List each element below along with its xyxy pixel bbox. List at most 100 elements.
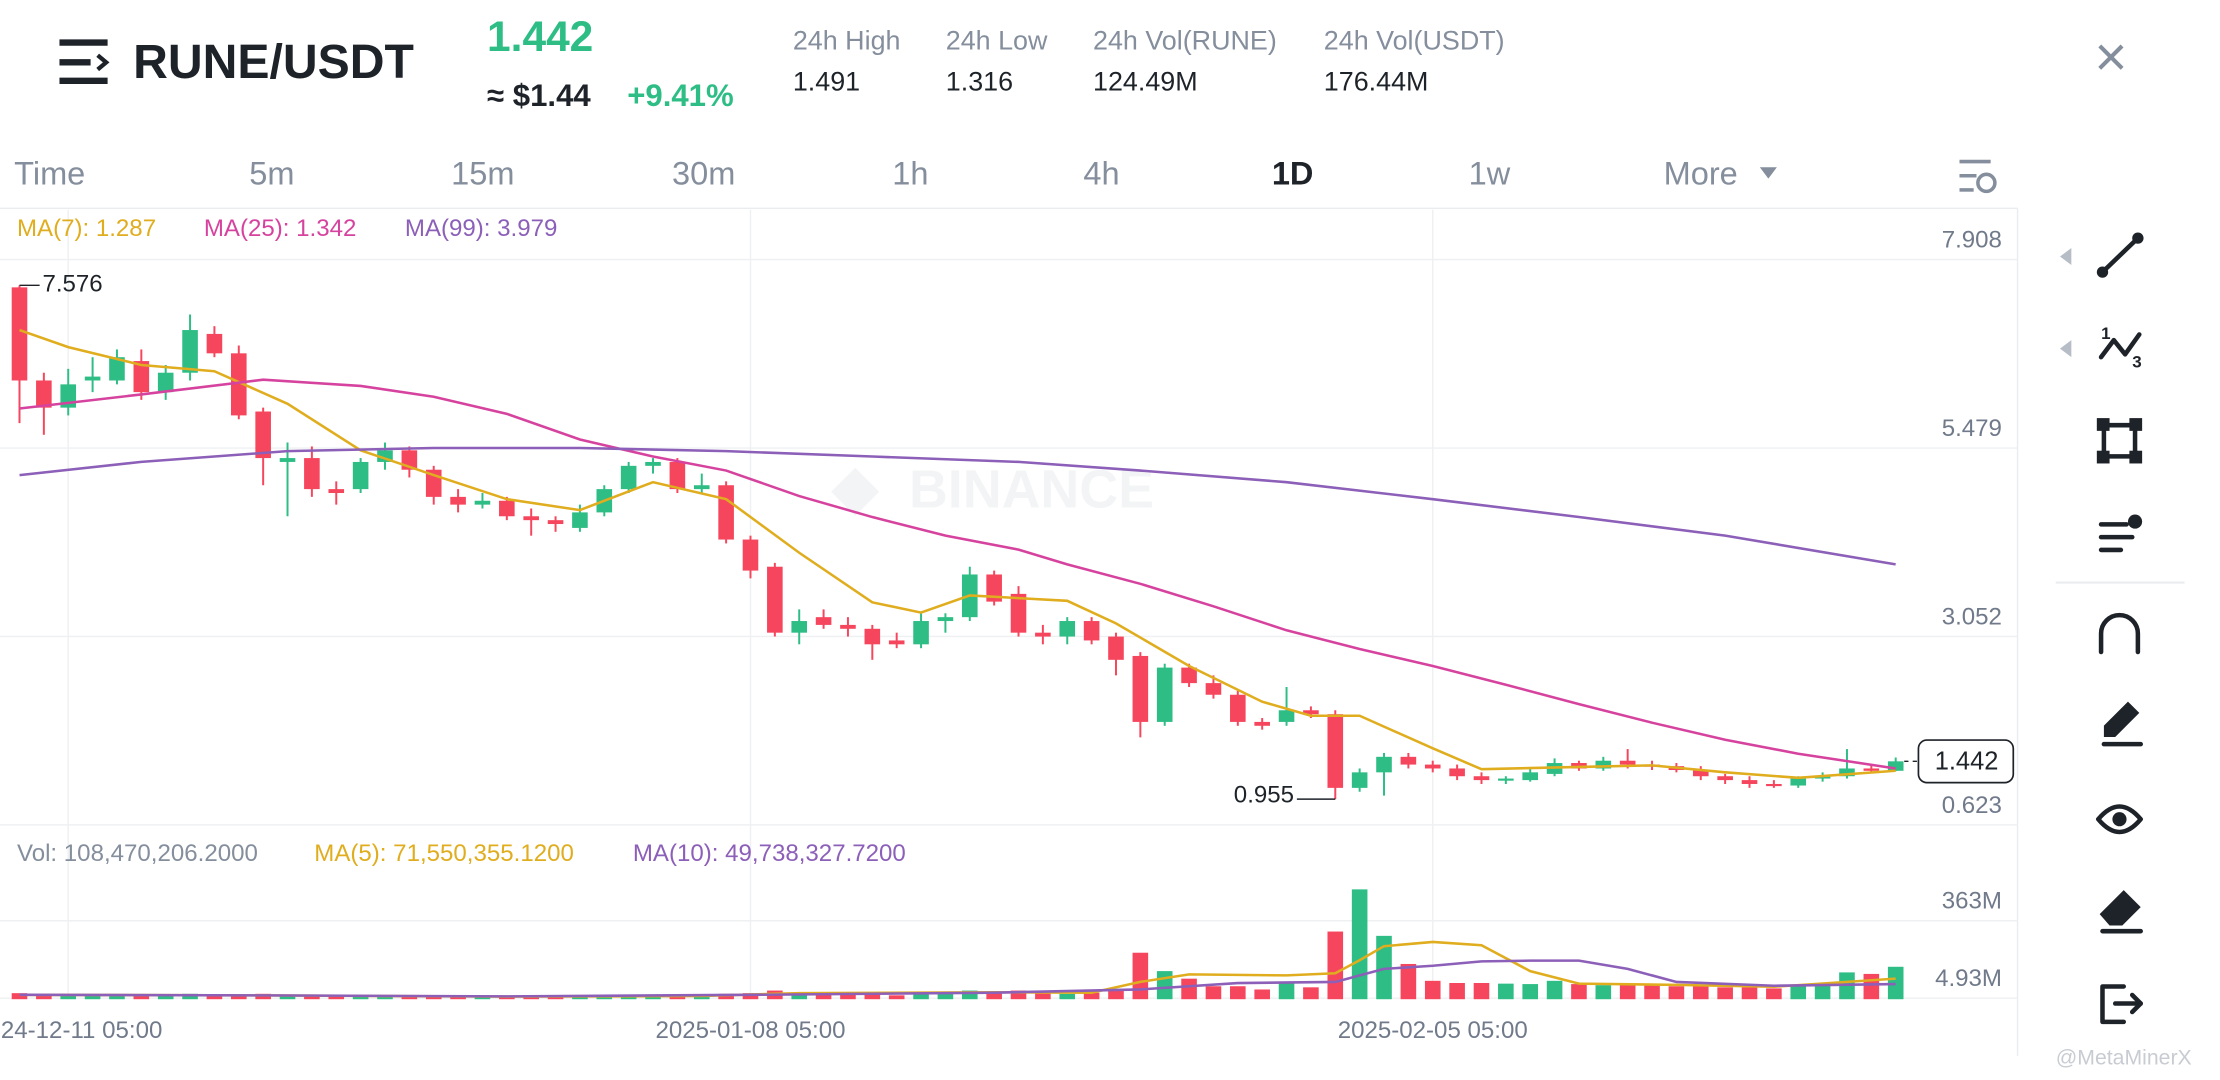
candle-body — [1376, 756, 1392, 773]
candle-body — [1498, 778, 1514, 781]
volume-bar — [377, 996, 393, 1000]
x-tick-label: 2025-02-05 05:00 — [1338, 1017, 1528, 1044]
chart-settings[interactable] — [1959, 159, 1997, 194]
volume-bar — [1254, 989, 1270, 1000]
timeframe-tab[interactable]: 4h — [1083, 155, 1119, 191]
candle-body — [840, 624, 856, 629]
volume-bar — [1205, 986, 1222, 1000]
volume-bar — [1181, 978, 1197, 1000]
volume-bar — [1376, 935, 1392, 1000]
candle-body — [328, 489, 345, 493]
stat-label: 24h Vol(USDT) — [1324, 26, 1505, 56]
candle-body — [547, 520, 564, 525]
volume-bar — [328, 995, 345, 1000]
exit-tool[interactable] — [2100, 984, 2143, 1025]
volume-bar — [182, 993, 198, 1000]
volume-bar — [133, 994, 150, 1000]
volume-bar — [1132, 952, 1149, 1000]
last-price-box — [1917, 739, 2015, 784]
candle-body — [1132, 655, 1149, 722]
ma-line — [19, 378, 1896, 770]
volume-bar — [986, 991, 1002, 1000]
magnet-tool[interactable] — [2098, 612, 2141, 655]
volume-bar — [304, 995, 320, 1000]
candle-body — [474, 500, 491, 505]
timeframe-tab[interactable]: 15m — [451, 155, 514, 191]
candle-body — [255, 411, 271, 459]
candle-body — [1887, 761, 1904, 771]
volume-bar — [60, 995, 77, 1000]
visibility-tool[interactable] — [2095, 804, 2143, 835]
candle-body — [1814, 776, 1831, 779]
drawing-toolbar: 13 — [2055, 232, 2185, 1025]
volume-bar — [1010, 990, 1027, 1000]
candle-body — [11, 287, 28, 381]
candle-body — [1010, 593, 1027, 633]
candle-body — [1741, 780, 1758, 784]
candle-body — [1035, 632, 1051, 637]
pencil-tool[interactable] — [2101, 701, 2143, 747]
volume-bar — [1766, 988, 1782, 1000]
volume-bar — [1035, 993, 1051, 1000]
volume-legend: Vol: 108,470,206.2000 — [17, 840, 258, 867]
candle-body — [182, 330, 198, 373]
candle-body — [109, 357, 125, 381]
candle-body — [1254, 721, 1270, 726]
stats: 24h High 1.491 24h Low 1.316 24h Vol(RUNE) 12… — [793, 26, 1505, 97]
candle-body — [1278, 710, 1295, 722]
menu-button[interactable] — [59, 39, 110, 84]
volume-bar — [1156, 971, 1173, 1000]
candle-body — [888, 640, 905, 645]
timeframe-tab[interactable]: 30m — [672, 155, 735, 191]
candle-body — [352, 461, 369, 490]
shape-tool[interactable] — [2096, 418, 2143, 464]
text-tool[interactable] — [2098, 514, 2143, 553]
candle-body — [1230, 694, 1246, 722]
stat-value: 124.49M — [1093, 67, 1198, 97]
timeframe-bar: Time 5m 15m 30m 1h 4h 1D 1w More — [14, 155, 1738, 191]
volume-bar — [1644, 985, 1660, 1000]
chart: 0.623 3.052 5.479 7.908 2024-12-11 05:00 2025… — [0, 209, 2018, 1044]
more-caret — [1759, 167, 1777, 179]
volume-bar — [401, 995, 418, 1000]
volume-bar — [815, 994, 832, 1000]
timeframe-tab[interactable]: 1D — [1272, 155, 1314, 191]
candle-body — [572, 512, 588, 528]
volume-bar — [1083, 992, 1100, 1000]
fib-tool[interactable]: 13 — [2098, 324, 2142, 371]
timeframe-tab[interactable]: 5m — [249, 155, 294, 191]
timeframe-tab[interactable]: Time — [14, 155, 85, 191]
candle-body — [1400, 756, 1417, 765]
x-tick-label: 2025-01-08 05:00 — [655, 1017, 845, 1044]
candle-body — [693, 485, 710, 490]
volume-bar — [1230, 986, 1246, 1000]
timeframe-tab[interactable]: More — [1664, 155, 1738, 191]
svg-text:3: 3 — [2132, 352, 2141, 371]
volume-bar — [888, 995, 905, 1000]
volume-bar — [109, 995, 125, 1000]
volume-bar — [961, 990, 978, 1000]
eraser-tool[interactable] — [2099, 890, 2143, 934]
candle-body — [1863, 768, 1880, 771]
volume-bar — [1717, 987, 1733, 1000]
last-price: 1.442 — [487, 14, 593, 61]
volume-ma-legend: MA(5): 71,550,355.1200 — [314, 840, 574, 867]
trend-line-tool[interactable] — [2096, 232, 2144, 278]
volume-ma-legend: MA(10): 49,738,327.7200 — [633, 840, 906, 867]
close-button[interactable]: × — [2094, 26, 2127, 89]
volume-bar — [1498, 983, 1514, 1000]
timeframe-tab[interactable]: 1h — [892, 155, 928, 191]
volume-bar — [36, 994, 52, 1000]
volume-bar — [279, 994, 296, 1000]
candle-body — [913, 621, 929, 645]
volume-bar — [1400, 963, 1417, 1000]
fiat-price: ≈ $1.44 — [487, 78, 591, 113]
candle-body — [669, 461, 686, 490]
candle-body — [1424, 764, 1441, 769]
volume-bar — [1863, 973, 1880, 1000]
volume-bar — [742, 993, 759, 1000]
timeframe-tab[interactable]: 1w — [1469, 155, 1511, 191]
volume-bar — [1595, 985, 1612, 1000]
y-tick-label: 3.052 — [1942, 603, 2002, 630]
